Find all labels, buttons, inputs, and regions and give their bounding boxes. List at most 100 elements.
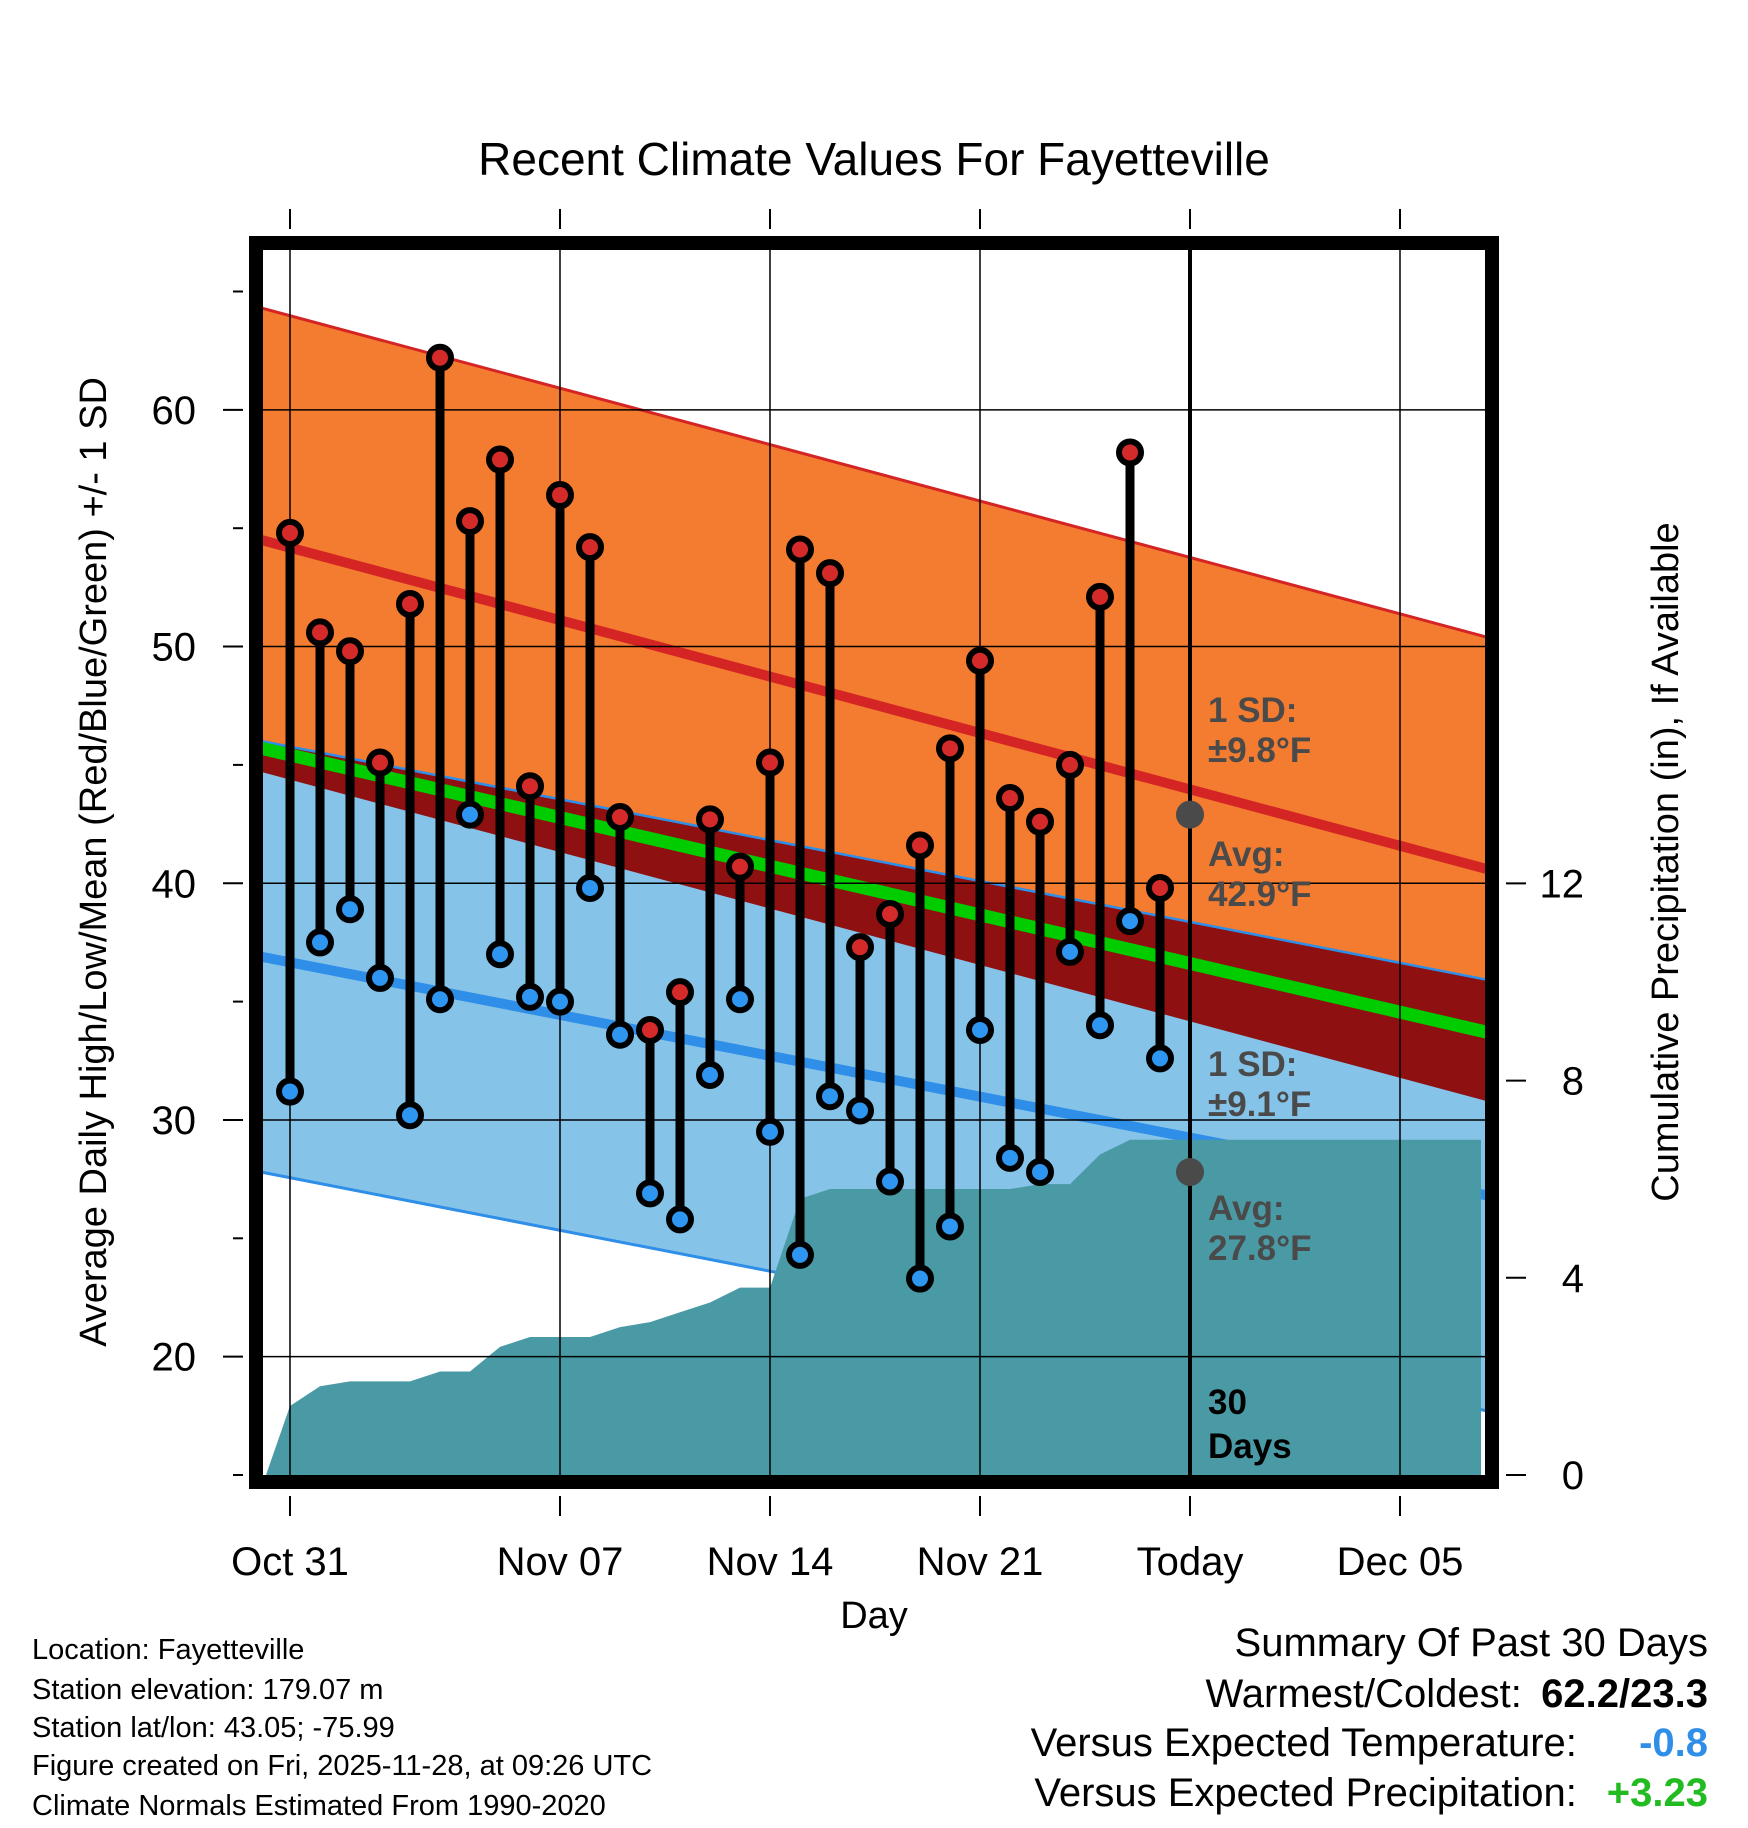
x-tick-label: Today [1137,1540,1244,1584]
daily-high-point [906,831,934,860]
x-tick-label: Nov 21 [917,1540,1044,1584]
low-sd-label: 1 SD: [1208,1045,1297,1084]
daily-low-point [576,873,604,902]
daily-high-point [846,933,874,962]
plot-area [263,306,1485,1475]
daily-low-point [336,895,364,924]
y-tick-label: 60 [152,389,197,433]
low-avg-value: 27.8°F [1208,1229,1312,1268]
daily-low-point [936,1212,964,1241]
daily-high-point [966,646,994,675]
summary-temp-label: Versus Expected Temperature: [1030,1721,1577,1765]
precipitation-area [266,1139,1481,1475]
daily-high-point [576,533,604,562]
summary-temp-row: Versus Expected Temperature: -0.8 [1031,1723,1708,1763]
daily-low-point [666,1205,694,1234]
high-sd-value: ±9.8°F [1208,731,1311,770]
daily-high-point [606,802,634,831]
y-axis-label-right: Cumulative Precipitation (in), If Availa… [1645,522,1687,1201]
daily-low-point [726,985,754,1014]
plot-frame [249,236,1499,1489]
daily-low-point [636,1179,664,1208]
y-right-tick-label: 0 [1562,1454,1584,1498]
summary-precip-row: Versus Expected Precipitation: +3.23 [1034,1773,1708,1813]
summary-precip-label: Versus Expected Precipitation: [1034,1771,1577,1815]
daily-low-point [1086,1011,1114,1040]
daily-low-point [546,987,574,1016]
info-normals: Climate Normals Estimated From 1990-2020 [32,1790,606,1822]
y-tick-label: 20 [152,1336,197,1380]
daily-low-point [756,1117,784,1146]
daily-high-point [1086,582,1114,611]
y-axis-label-left: Average Daily High/Low/Mean (Red/Blue/Gr… [73,377,115,1347]
daily-low-point [906,1264,934,1293]
y-tick-label: 30 [152,1099,197,1143]
daily-high-point [1056,750,1084,779]
daily-high-point [306,618,334,647]
daily-low-point [996,1143,1024,1172]
daily-low-point [516,982,544,1011]
daily-low-point [456,800,484,829]
y-tick-label: 50 [152,626,197,670]
daily-high-point [486,445,514,474]
daily-low-point [1056,937,1084,966]
daily-low-point [366,963,394,992]
daily-low-point [606,1020,634,1049]
daily-low-point [1026,1158,1054,1187]
daily-high-point [456,507,484,536]
x-tick-label: Oct 31 [231,1540,349,1584]
normal-high-line [263,535,1485,874]
daily-high-point [1116,438,1144,467]
daily-high-point [816,559,844,588]
low-sd-upper-edge [263,740,1485,981]
days-number-label: 30 [1208,1383,1247,1422]
daily-high-point [756,748,784,777]
info-created: Figure created on Fri, 2025-11-28, at 09… [32,1750,653,1782]
daily-high-point [396,589,424,618]
info-elevation: Station elevation: 179.07 m [32,1674,384,1706]
daily-high-point [1146,873,1174,902]
summary-temp-value: -0.8 [1639,1721,1708,1765]
daily-low-point [786,1240,814,1269]
high-avg-marker [1176,800,1204,829]
normal-mean-line [263,742,1485,1039]
daily-high-point [366,748,394,777]
daily-low-point [306,928,334,957]
high-avg-label: Avg: [1208,835,1284,874]
x-tick-label: Nov 07 [497,1540,624,1584]
daily-high-point [426,343,454,372]
y-tick-label: 40 [152,862,197,906]
daily-high-point [336,637,364,666]
daily-low-point [1116,907,1144,936]
summary-warmest-label: Warmest/Coldest: [1205,1672,1522,1716]
low-avg-marker [1176,1158,1204,1187]
daily-low-point [966,1016,994,1045]
daily-high-point [666,978,694,1007]
daily-high-point [996,784,1024,813]
days-word-label: Days [1208,1427,1292,1466]
summary-warmest-row: Warmest/Coldest: 62.2/23.3 [1206,1674,1709,1714]
daily-low-point [696,1060,724,1089]
low-sd-value: ±9.1°F [1208,1085,1311,1124]
high-avg-value: 42.9°F [1208,875,1312,914]
daily-low-point [876,1167,904,1196]
x-tick-label: Nov 14 [707,1540,834,1584]
y-right-tick-label: 8 [1562,1060,1584,1104]
daily-low-point [486,940,514,969]
y-right-tick-label: 4 [1562,1257,1584,1301]
daily-high-point [786,535,814,564]
daily-high-point [516,772,544,801]
x-tick-label: Dec 05 [1337,1540,1464,1584]
daily-low-point [276,1077,304,1106]
summary-precip-value: +3.23 [1606,1771,1708,1815]
daily-low-point [426,985,454,1014]
daily-high-point [696,805,724,834]
high-sd-label: 1 SD: [1208,691,1297,730]
daily-high-point [276,518,304,547]
info-latlon: Station lat/lon: 43.05; -75.99 [32,1712,395,1744]
daily-high-point [936,734,964,763]
low-avg-label: Avg: [1208,1189,1284,1228]
daily-high-point [636,1016,664,1045]
